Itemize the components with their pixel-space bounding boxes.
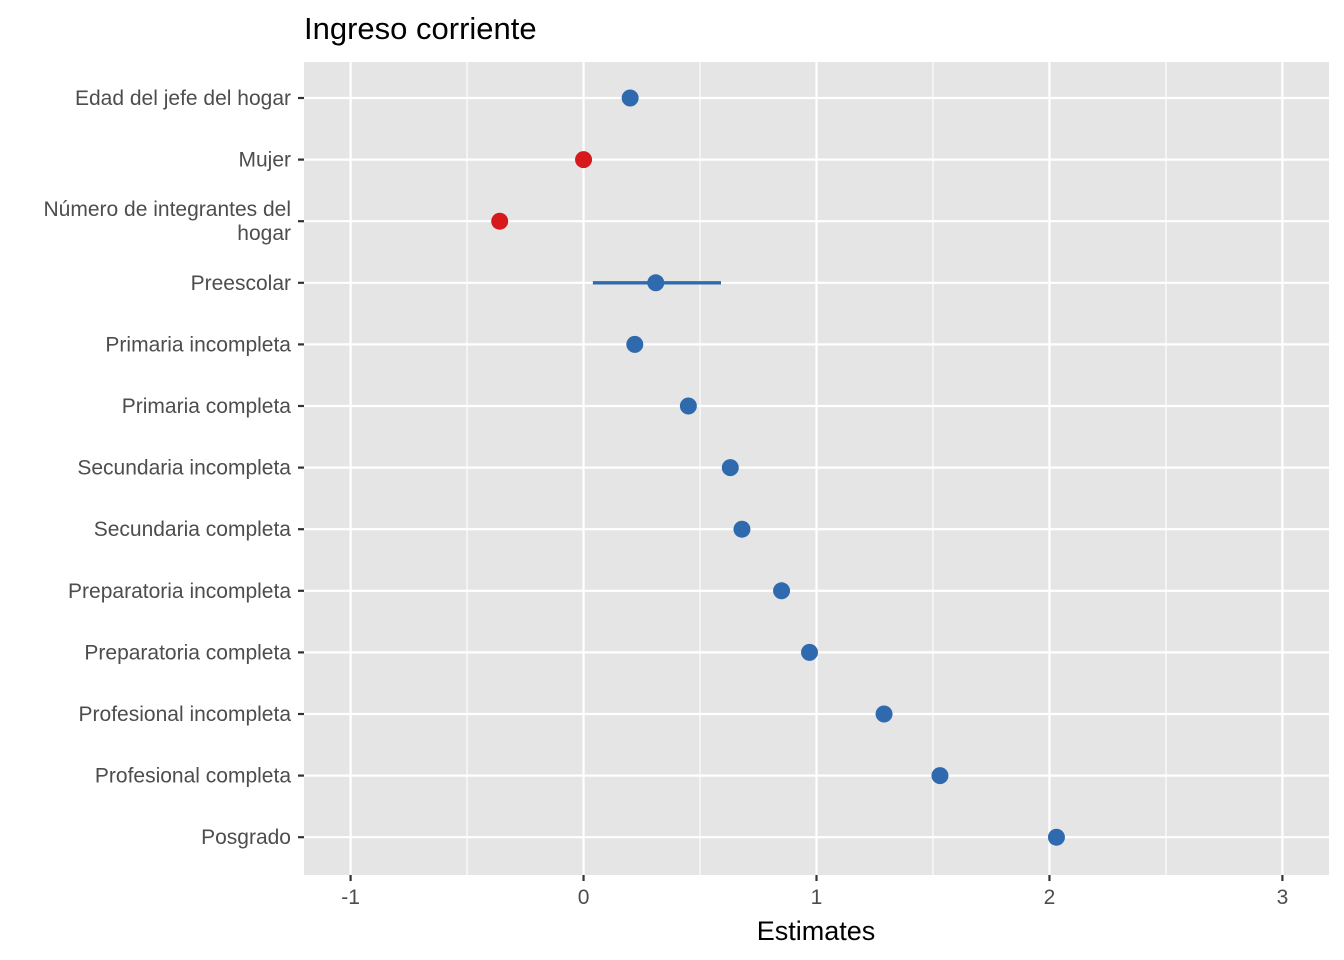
y-tick-label: Edad del jefe del hogar: [75, 87, 291, 110]
x-tick-label: 3: [1277, 886, 1289, 909]
y-tick-label: Preparatoria completa: [84, 641, 291, 664]
estimate-point: [1047, 828, 1065, 846]
estimate-point: [931, 767, 949, 785]
y-tick-label: Preparatoria incompleta: [68, 580, 291, 603]
x-tick-label: -1: [341, 886, 360, 909]
estimate-point: [575, 151, 593, 169]
y-tick-label: Profesional completa: [95, 765, 291, 788]
x-axis-label: Estimates: [757, 916, 876, 946]
y-tick-label: Secundaria incompleta: [77, 457, 291, 480]
estimate-point: [733, 520, 751, 538]
estimate-point: [491, 212, 509, 230]
major-gridlines: [304, 62, 1329, 875]
y-tick-label: Primaria completa: [122, 395, 292, 418]
y-tick-label: Profesional incompleta: [79, 703, 292, 726]
y-tick-label: Primaria incompleta: [105, 333, 291, 356]
chart-title: Ingreso corriente: [304, 11, 537, 46]
y-tick-label: Número de integrantes del hogar: [44, 198, 291, 245]
estimate-point: [621, 89, 639, 107]
estimate-point: [721, 459, 739, 477]
y-tick-label: Mujer: [238, 149, 291, 172]
estimate-point: [626, 335, 644, 353]
y-tick-label: Posgrado: [201, 826, 291, 849]
estimate-point: [647, 274, 665, 292]
y-tick-label: Secundaria completa: [94, 518, 292, 541]
y-tick-label: Preescolar: [191, 272, 291, 295]
x-tick-label: 0: [578, 886, 590, 909]
estimate-point: [679, 397, 697, 415]
x-axis: -1 0 1 2 3: [341, 875, 1288, 909]
x-tick-label: 1: [811, 886, 823, 909]
estimate-marks: [491, 89, 1065, 846]
estimate-point: [801, 643, 819, 661]
estimate-point: [875, 705, 893, 723]
y-axis: Edad del jefe del hogar Mujer Número de in…: [44, 87, 304, 849]
x-tick-label: 2: [1044, 886, 1056, 909]
estimate-point: [773, 582, 791, 600]
